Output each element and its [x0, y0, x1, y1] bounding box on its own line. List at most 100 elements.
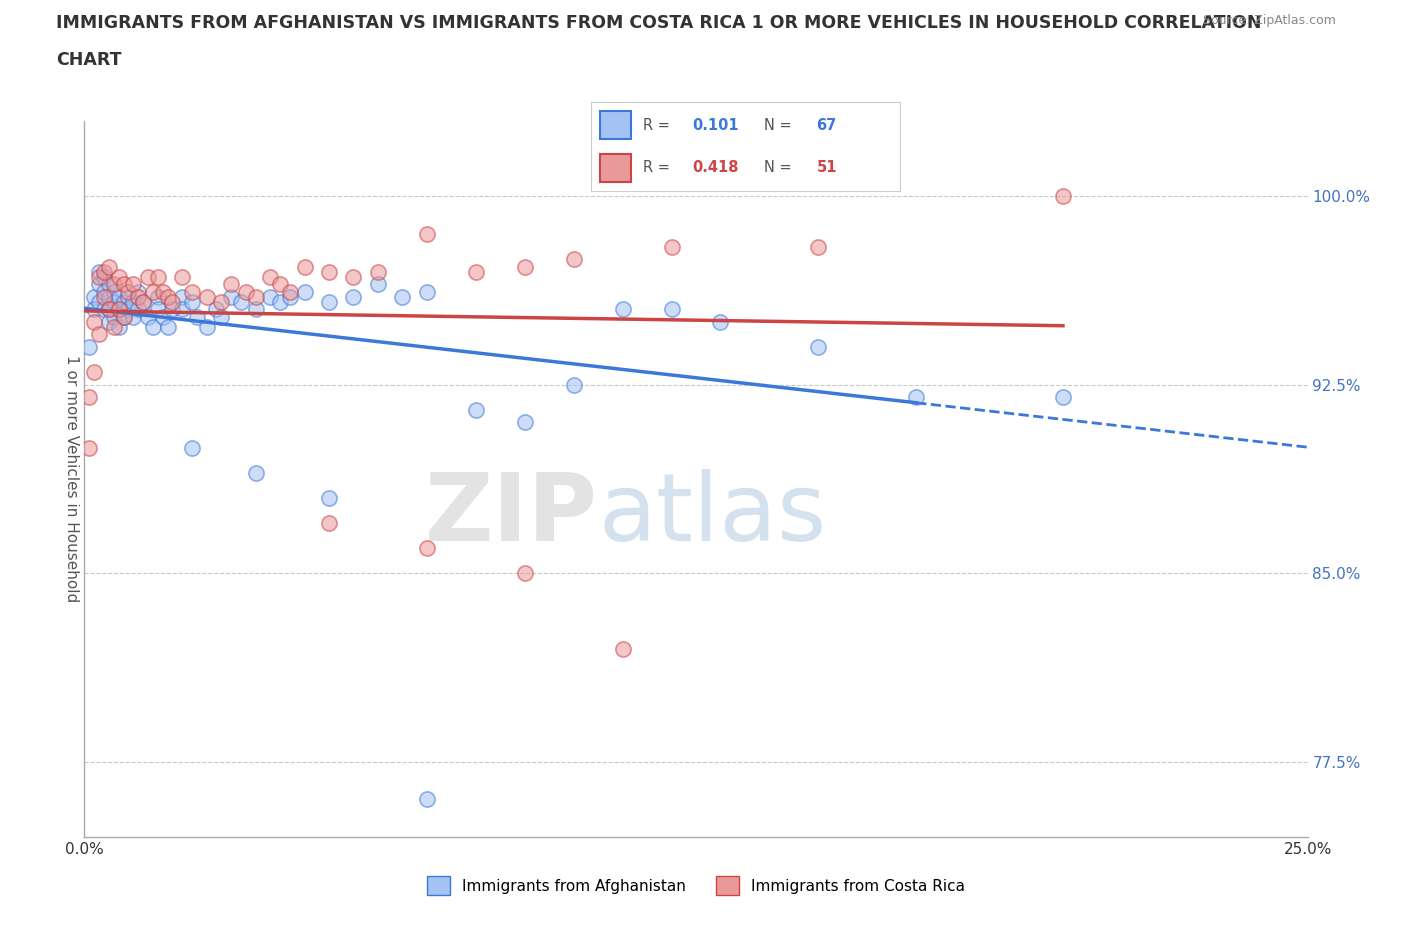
Point: [93, 264, 115, 279]
Point: [77, 390, 100, 405]
Point: [117, 302, 139, 317]
Point: [513, 565, 536, 580]
Point: [181, 285, 204, 299]
Point: [87, 295, 110, 310]
Point: [93, 302, 115, 317]
Text: R =: R =: [643, 160, 675, 175]
Point: [172, 302, 194, 317]
Text: 51: 51: [817, 160, 837, 175]
Point: [127, 302, 149, 317]
Point: [136, 270, 159, 285]
Point: [342, 270, 364, 285]
Point: [219, 289, 242, 304]
Point: [416, 791, 439, 806]
Point: [269, 295, 291, 310]
Point: [152, 310, 174, 325]
Legend: Immigrants from Afghanistan, Immigrants from Costa Rica: Immigrants from Afghanistan, Immigrants …: [420, 870, 972, 901]
Point: [107, 320, 129, 335]
Point: [807, 339, 830, 354]
Point: [152, 285, 174, 299]
Point: [122, 277, 145, 292]
Point: [278, 289, 301, 304]
Point: [103, 320, 125, 335]
Point: [807, 239, 830, 254]
Point: [97, 302, 120, 317]
Point: [367, 264, 389, 279]
Point: [318, 515, 340, 530]
Point: [107, 289, 129, 304]
Point: [416, 540, 439, 555]
Point: [87, 264, 110, 279]
Point: [97, 289, 120, 304]
Point: [103, 277, 125, 292]
Point: [83, 365, 105, 379]
Point: [661, 239, 683, 254]
Point: [132, 295, 155, 310]
Point: [294, 285, 316, 299]
Text: IMMIGRANTS FROM AFGHANISTAN VS IMMIGRANTS FROM COSTA RICA 1 OR MORE VEHICLES IN : IMMIGRANTS FROM AFGHANISTAN VS IMMIGRANT…: [56, 14, 1261, 32]
Text: N =: N =: [763, 160, 796, 175]
Point: [146, 289, 169, 304]
Point: [156, 320, 179, 335]
Point: [612, 641, 634, 656]
Point: [259, 270, 281, 285]
Point: [209, 310, 232, 325]
Point: [186, 310, 208, 325]
FancyBboxPatch shape: [600, 153, 631, 182]
Point: [391, 289, 413, 304]
Point: [367, 277, 389, 292]
Text: 67: 67: [817, 118, 837, 133]
Point: [87, 277, 110, 292]
Point: [416, 227, 439, 242]
Point: [107, 302, 129, 317]
Point: [318, 490, 340, 505]
Point: [172, 289, 194, 304]
Point: [103, 285, 125, 299]
Text: ZIP: ZIP: [425, 469, 598, 561]
Point: [278, 285, 301, 299]
Point: [107, 302, 129, 317]
Point: [112, 277, 135, 292]
Point: [205, 302, 228, 317]
Point: [294, 259, 316, 274]
Point: [93, 289, 115, 304]
Point: [905, 390, 928, 405]
Point: [83, 314, 105, 329]
Point: [83, 302, 105, 317]
Text: CHART: CHART: [56, 51, 122, 69]
Text: R =: R =: [643, 118, 675, 133]
Point: [127, 289, 149, 304]
Point: [87, 270, 110, 285]
Y-axis label: 1 or more Vehicles in Household: 1 or more Vehicles in Household: [63, 355, 79, 603]
Point: [122, 295, 145, 310]
Point: [83, 289, 105, 304]
Point: [209, 295, 232, 310]
Point: [93, 285, 115, 299]
Point: [107, 270, 129, 285]
Point: [259, 289, 281, 304]
Point: [103, 295, 125, 310]
Text: 0.101: 0.101: [693, 118, 740, 133]
Point: [103, 310, 125, 325]
Point: [195, 289, 218, 304]
Point: [245, 302, 267, 317]
Point: [318, 264, 340, 279]
Point: [77, 440, 100, 455]
Point: [269, 277, 291, 292]
Point: [172, 270, 194, 285]
Point: [97, 314, 120, 329]
Point: [117, 285, 139, 299]
Point: [342, 289, 364, 304]
Point: [562, 252, 585, 267]
Text: 0.418: 0.418: [693, 160, 740, 175]
Point: [132, 295, 155, 310]
Point: [97, 302, 120, 317]
Point: [146, 302, 169, 317]
Point: [97, 277, 120, 292]
Point: [709, 314, 731, 329]
Text: N =: N =: [763, 118, 796, 133]
Point: [93, 270, 115, 285]
Point: [1052, 189, 1074, 204]
Point: [122, 310, 145, 325]
Point: [181, 295, 204, 310]
